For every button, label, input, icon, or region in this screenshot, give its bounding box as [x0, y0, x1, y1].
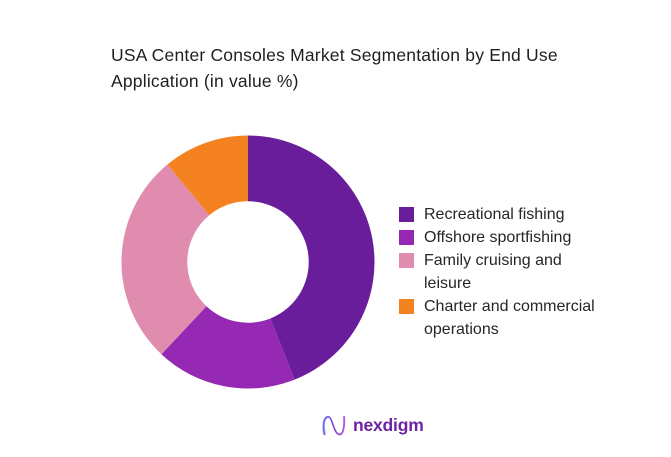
donut-segment-charter-and-commercial-operations [167, 135, 248, 216]
legend-label: Offshore sportfishing [424, 229, 572, 246]
legend: Recreational fishing Offshore sportfishin… [399, 203, 596, 341]
legend-item: Family cruising and leisure [399, 249, 596, 295]
legend-swatch [399, 207, 414, 222]
brand-footer: nexdigm [320, 411, 424, 439]
donut-segment-family-cruising-and-leisure [121, 164, 210, 355]
legend-item: Offshore sportfishing [399, 226, 596, 249]
legend-label: Charter and commercial operations [424, 298, 595, 338]
legend-label: Family cruising and leisure [424, 252, 562, 292]
legend-item: Charter and commercial operations [399, 295, 596, 341]
legend-swatch [399, 230, 414, 245]
donut-segment-offshore-sportfishing [161, 306, 295, 389]
donut-chart [121, 135, 375, 389]
nexdigm-logo-icon [322, 415, 346, 436]
legend-item: Recreational fishing [399, 203, 596, 226]
donut-segment-recreational-fishing [248, 135, 375, 380]
brand-name: nexdigm [353, 414, 424, 435]
legend-swatch [399, 253, 414, 268]
legend-swatch [399, 299, 414, 314]
legend-label: Recreational fishing [424, 206, 565, 223]
chart-title: USA Center Consoles Market Segmentation … [111, 45, 558, 91]
